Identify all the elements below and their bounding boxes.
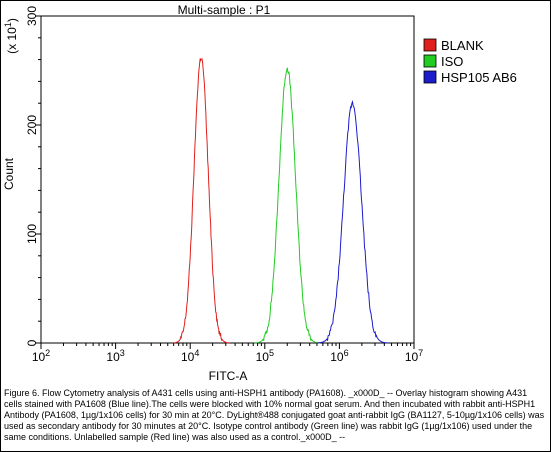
- series-layer: [172, 57, 389, 344]
- chart-title: Multi-sample : P1: [178, 3, 271, 17]
- y-multiplier-base: (x 10: [5, 27, 19, 54]
- x-tick-label: 102: [32, 348, 50, 364]
- legend-label: ISO: [441, 54, 463, 69]
- y-tick-label: 200: [25, 115, 39, 135]
- svg-text:(x 101): (x 101): [3, 18, 19, 54]
- legend-swatch: [423, 70, 437, 84]
- x-tick-label: 107: [405, 348, 423, 364]
- x-tick-label: 104: [181, 348, 199, 364]
- plot-area: [40, 15, 415, 344]
- x-axis-title: FITC-A: [209, 369, 248, 383]
- x-axis-ticks: 102 103 104 105 106 107: [32, 343, 423, 364]
- y-tick-label: 100: [25, 224, 39, 244]
- legend-swatch: [423, 38, 437, 52]
- legend-swatch: [423, 54, 437, 68]
- x-tick-label: 105: [256, 348, 274, 364]
- x-tick-label: 103: [106, 348, 124, 364]
- series-line: [254, 67, 321, 344]
- y-tick-label: 0: [25, 339, 39, 346]
- y-axis-ticks: 0 100 200 300: [25, 6, 41, 346]
- y-axis-title: Count: [2, 157, 16, 190]
- flow-cytometry-chart: Multi-sample : P1 (x 101) Count 102 103 10…: [2, 3, 517, 383]
- legend-label: HSP105 AB6: [441, 70, 517, 85]
- x-tick-label: 106: [330, 348, 348, 364]
- y-multiplier-close: ): [5, 18, 19, 22]
- y-tick-label: 300: [25, 6, 39, 26]
- figure-caption: Figure 6. Flow Cytometry analysis of A43…: [4, 388, 545, 442]
- series-line: [316, 100, 389, 344]
- y-axis-multiplier: (x 101): [3, 18, 19, 54]
- y-multiplier-exponent: 1: [3, 22, 13, 27]
- series-line: [172, 57, 230, 344]
- legend-label: BLANK: [441, 38, 484, 53]
